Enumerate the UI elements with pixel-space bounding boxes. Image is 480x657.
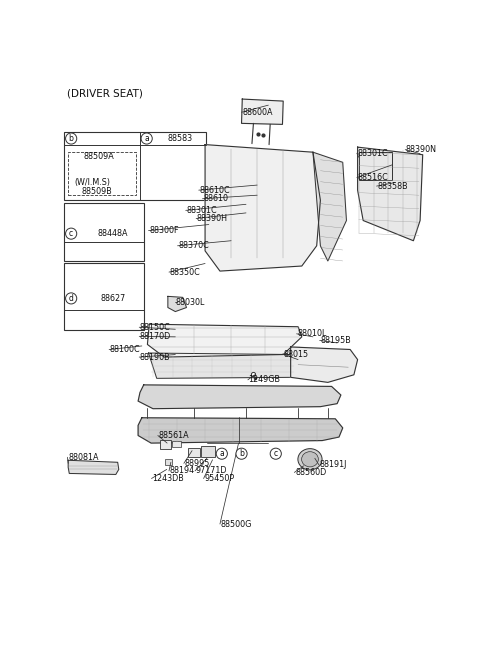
Text: 1243DB: 1243DB — [152, 474, 184, 483]
Text: 88370C: 88370C — [178, 241, 209, 250]
Text: 95450P: 95450P — [204, 474, 234, 483]
Text: a: a — [144, 134, 149, 143]
Text: 88995: 88995 — [185, 459, 210, 468]
Polygon shape — [147, 324, 302, 357]
Ellipse shape — [298, 449, 322, 470]
Text: 88301C: 88301C — [358, 148, 388, 158]
Text: 88195B: 88195B — [321, 336, 351, 345]
Text: 88170D: 88170D — [140, 332, 171, 341]
Polygon shape — [358, 147, 423, 240]
Text: 88583: 88583 — [168, 134, 193, 143]
Text: 88191J: 88191J — [320, 461, 347, 469]
Polygon shape — [138, 385, 341, 409]
Ellipse shape — [66, 228, 77, 239]
Ellipse shape — [270, 448, 281, 459]
Text: 88015: 88015 — [283, 350, 308, 359]
Text: 88358B: 88358B — [377, 181, 408, 191]
Ellipse shape — [301, 451, 318, 467]
Polygon shape — [290, 347, 358, 382]
Text: b: b — [69, 134, 73, 143]
Polygon shape — [138, 418, 343, 443]
Text: 88561A: 88561A — [158, 431, 189, 440]
Polygon shape — [68, 461, 119, 474]
Polygon shape — [148, 353, 296, 378]
Bar — [201, 446, 215, 457]
Text: c: c — [274, 449, 278, 458]
Ellipse shape — [236, 448, 247, 459]
Ellipse shape — [141, 133, 152, 144]
Text: c: c — [69, 229, 73, 238]
Bar — [160, 440, 171, 449]
Text: 88627: 88627 — [100, 294, 125, 303]
Text: 88610C: 88610C — [200, 186, 230, 194]
Ellipse shape — [66, 133, 77, 144]
Text: 88516C: 88516C — [358, 173, 388, 182]
Polygon shape — [241, 99, 283, 124]
Text: 88190B: 88190B — [140, 353, 170, 361]
Bar — [359, 152, 392, 180]
Text: 88448A: 88448A — [97, 229, 128, 238]
Text: 88350C: 88350C — [170, 267, 201, 277]
Text: 88600A: 88600A — [242, 108, 273, 117]
Text: (DRIVER SEAT): (DRIVER SEAT) — [67, 89, 144, 99]
Text: 88560D: 88560D — [295, 468, 326, 477]
Bar — [68, 152, 136, 195]
Text: 88030L: 88030L — [175, 298, 204, 307]
Bar — [165, 459, 172, 465]
Text: (W/I.M.S): (W/I.M.S) — [74, 177, 110, 187]
Text: 97171D: 97171D — [196, 466, 228, 476]
Polygon shape — [313, 152, 347, 261]
Bar — [172, 441, 180, 447]
Bar — [64, 203, 144, 261]
Text: 88300F: 88300F — [149, 226, 179, 235]
Text: 88100C: 88100C — [110, 345, 141, 354]
Bar — [64, 132, 206, 200]
Text: a: a — [219, 449, 224, 458]
Text: b: b — [239, 449, 244, 458]
Text: 88509B: 88509B — [82, 187, 112, 196]
Text: 88010L: 88010L — [297, 329, 327, 338]
Text: 88390H: 88390H — [197, 214, 228, 223]
Text: 88509A: 88509A — [83, 152, 114, 161]
Text: d: d — [69, 294, 73, 303]
Ellipse shape — [66, 293, 77, 304]
Text: 88500G: 88500G — [221, 520, 252, 528]
Bar — [64, 263, 144, 330]
Bar — [188, 448, 200, 457]
Text: 88610: 88610 — [203, 194, 228, 203]
Text: 88301C: 88301C — [186, 206, 217, 215]
Text: 88390N: 88390N — [406, 145, 437, 154]
Text: 88081A: 88081A — [68, 453, 99, 462]
Polygon shape — [205, 145, 321, 271]
Text: 1249GB: 1249GB — [249, 375, 281, 384]
Text: 88194: 88194 — [170, 466, 195, 476]
Text: 88150C: 88150C — [140, 323, 171, 332]
Polygon shape — [168, 296, 186, 311]
Ellipse shape — [216, 448, 228, 459]
